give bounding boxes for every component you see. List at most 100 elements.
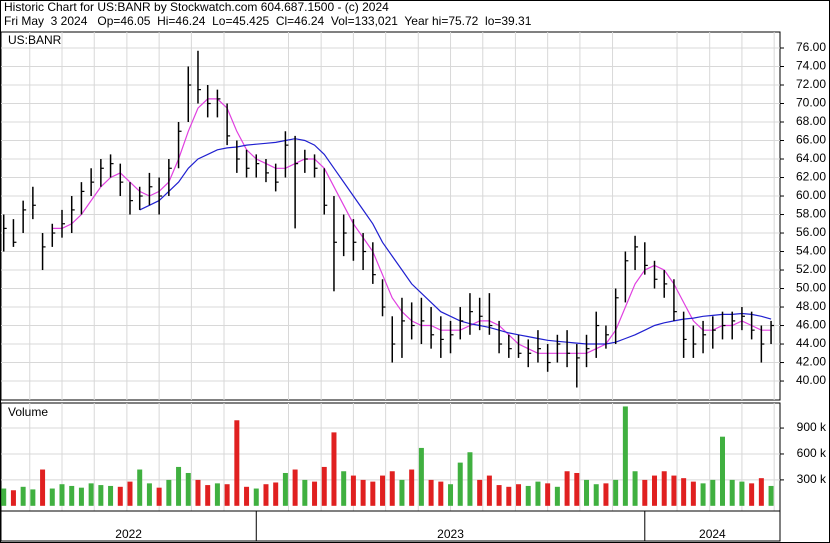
volume-bar (574, 472, 580, 506)
volume-bar (710, 479, 716, 506)
volume-bar (632, 471, 638, 506)
volume-bar (166, 479, 172, 506)
volume-bar (312, 481, 318, 506)
volume-bar (622, 406, 628, 506)
volume-bar (681, 478, 687, 506)
volume-bar (739, 481, 745, 506)
volume-bar (244, 486, 250, 506)
volume-bar (496, 485, 502, 506)
volume-bar (263, 484, 269, 506)
volume-bar (59, 484, 65, 506)
volume-bar (20, 486, 26, 506)
volume-bar (418, 447, 424, 506)
volume-bar (652, 475, 658, 506)
y-tick-label: 52.00 (796, 262, 826, 276)
volume-bar (749, 483, 755, 506)
volume-bar (380, 475, 386, 506)
volume-bar (49, 488, 55, 506)
volume-bar (467, 452, 473, 506)
volume-bar (78, 487, 84, 506)
volume-bar (253, 488, 259, 506)
volume-bar (273, 482, 279, 506)
volume-bar (554, 486, 560, 506)
y-tick-label: 600 k (797, 446, 827, 460)
volume-bar (661, 471, 667, 506)
volume-bar (195, 479, 201, 506)
volume-bar (1, 488, 7, 506)
volume-bar (10, 490, 16, 506)
volume-bar (88, 483, 94, 506)
volume-bar (690, 481, 696, 506)
volume-bar (370, 481, 376, 506)
volume-bar (137, 469, 143, 506)
volume-bar (438, 481, 444, 506)
volume-bar (671, 475, 677, 506)
volume-bar (409, 469, 415, 506)
volume-bar (185, 472, 191, 506)
volume-bar (758, 478, 764, 506)
volume-bar (428, 479, 434, 506)
y-tick-label: 58.00 (796, 207, 826, 221)
y-tick-label: 48.00 (796, 299, 826, 313)
volume-bar (331, 432, 337, 506)
volume-bar (98, 485, 104, 506)
y-tick-label: 60.00 (796, 188, 826, 202)
moving-average (139, 138, 772, 345)
volume-bar (205, 485, 211, 506)
y-tick-label: 64.00 (796, 151, 826, 165)
volume-bar (302, 479, 308, 506)
volume-bar (282, 472, 288, 506)
volume-bar (477, 479, 483, 506)
y-tick-label: 54.00 (796, 244, 826, 258)
chart-subtitle: Fri May 3 2024 Op=46.05 Hi=46.24 Lo=45.4… (4, 14, 532, 28)
volume-bar (350, 475, 356, 506)
volume-bar (535, 481, 541, 506)
y-tick-label: 56.00 (796, 225, 826, 239)
volume-bar (30, 489, 36, 506)
volume-bar (321, 466, 327, 506)
volume-bar (117, 486, 123, 506)
symbol-label: US:BANR (8, 33, 62, 47)
volume-bar (360, 479, 366, 506)
volume-bar (613, 479, 619, 506)
volume-bar (564, 471, 570, 506)
x-tick-label: 2022 (115, 527, 142, 541)
volume-bar (457, 462, 463, 506)
volume-bar (176, 466, 182, 506)
volume-bar (156, 487, 162, 506)
y-tick-label: 72.00 (796, 77, 826, 91)
y-tick-label: 300 k (797, 472, 827, 486)
volume-bar (292, 469, 298, 506)
volume-bar (642, 479, 648, 506)
volume-bar (506, 486, 512, 506)
volume-bar (399, 479, 405, 506)
time-axis (0, 510, 781, 542)
volume-bar (389, 471, 395, 506)
y-tick-label: 74.00 (796, 59, 826, 73)
volume-bar (545, 483, 551, 506)
y-tick-label: 76.00 (796, 40, 826, 54)
volume-bar (234, 420, 240, 506)
y-tick-label: 66.00 (796, 133, 826, 147)
y-tick-label: 68.00 (796, 114, 826, 128)
volume-bar (40, 469, 46, 506)
x-tick-label: 2024 (699, 527, 726, 541)
y-tick-label: 50.00 (796, 281, 826, 295)
y-tick-label: 42.00 (796, 355, 826, 369)
volume-bar (516, 484, 522, 506)
volume-bar (214, 483, 220, 506)
price-panel (0, 31, 781, 401)
y-tick-label: 70.00 (796, 96, 826, 110)
volume-bar (448, 484, 454, 506)
volume-bar (486, 475, 492, 506)
volume-bar (719, 436, 725, 506)
volume-bar (729, 479, 735, 506)
y-tick-label: 46.00 (796, 318, 826, 332)
x-tick-label: 2023 (437, 527, 464, 541)
volume-bar (341, 471, 347, 506)
volume-bar (603, 483, 609, 506)
volume-bar (593, 484, 599, 506)
volume-bar (700, 483, 706, 506)
volume-bar (108, 485, 114, 506)
